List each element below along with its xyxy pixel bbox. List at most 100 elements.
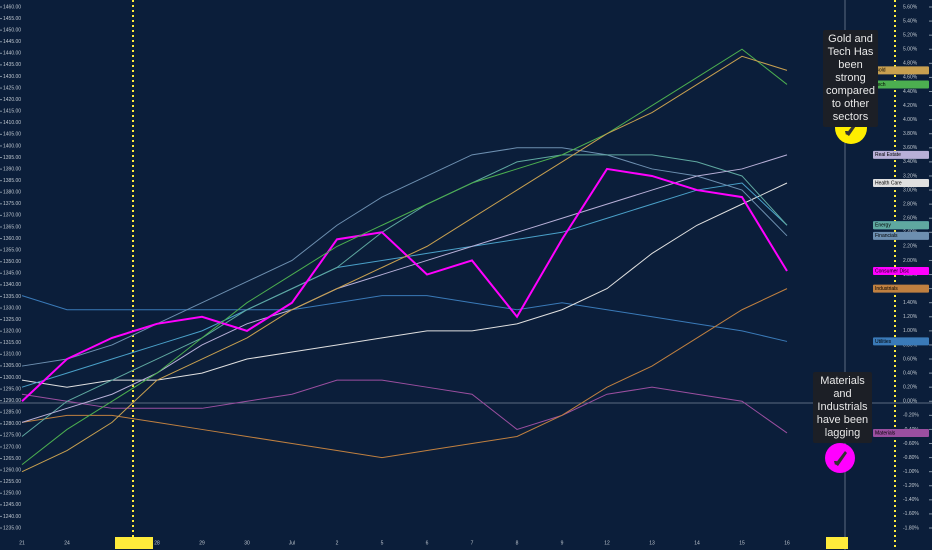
y2-tick-label: 5.60% xyxy=(903,4,918,10)
x-tick-label: 28 xyxy=(154,540,160,546)
legend-label: Real Estate xyxy=(875,152,901,158)
y2-tick-label: -1.20% xyxy=(903,483,919,489)
y-tick-label: 1305.00 xyxy=(3,363,21,369)
y-tick-label: 1325.00 xyxy=(3,317,21,323)
y-tick-label: 1370.00 xyxy=(3,213,21,219)
x-tick-label: 7 xyxy=(471,540,474,546)
y-tick-label: 1380.00 xyxy=(3,190,21,196)
y2-tick-label: -1.40% xyxy=(903,497,919,503)
legend-tag xyxy=(873,284,929,293)
y-tick-label: 1310.00 xyxy=(3,352,21,358)
y-tick-label: 1425.00 xyxy=(3,85,21,91)
x-tick-label: 5 xyxy=(381,540,384,546)
y-tick-label: 1315.00 xyxy=(3,340,21,346)
legend-label: Industrials xyxy=(875,286,898,292)
y-tick-label: 1250.00 xyxy=(3,491,21,497)
legend-tag xyxy=(873,150,929,159)
y-tick-label: 1260.00 xyxy=(3,467,21,473)
y2-tick-label: 4.20% xyxy=(903,103,918,109)
y2-tick-label: 2.20% xyxy=(903,244,918,250)
y-tick-label: 1245.00 xyxy=(3,502,21,508)
y2-tick-label: 4.00% xyxy=(903,117,918,123)
y2-tick-label: 0.00% xyxy=(903,399,918,405)
y2-tick-label: -1.60% xyxy=(903,511,919,517)
y2-tick-label: -1.00% xyxy=(903,469,919,475)
y2-tick-label: 4.40% xyxy=(903,89,918,95)
y-tick-label: 1290.00 xyxy=(3,398,21,404)
legend-label: Financials xyxy=(875,233,898,239)
series-line xyxy=(21,182,788,388)
y2-tick-label: 3.40% xyxy=(903,159,918,165)
y2-tick-label: 3.60% xyxy=(903,145,918,151)
legend-label: Gold xyxy=(875,68,886,74)
y-tick-label: 1330.00 xyxy=(3,305,21,311)
y-tick-label: 1265.00 xyxy=(3,456,21,462)
x-tick-label: 29 xyxy=(199,540,205,546)
y2-tick-label: 4.80% xyxy=(903,61,918,67)
y2-tick-label: 3.00% xyxy=(903,187,918,193)
y2-tick-label: 5.40% xyxy=(903,18,918,24)
y2-tick-label: 2.60% xyxy=(903,216,918,222)
y2-tick-label: 0.20% xyxy=(903,385,918,391)
y-tick-label: 1405.00 xyxy=(3,132,21,138)
y2-tick-label: 2.80% xyxy=(903,201,918,207)
x-tick-label: 16 xyxy=(784,540,790,546)
date-highlight xyxy=(826,537,848,549)
series-line xyxy=(21,295,788,342)
x-tick-label: 15 xyxy=(739,540,745,546)
y-tick-label: 1335.00 xyxy=(3,294,21,300)
y2-tick-label: -0.80% xyxy=(903,455,919,461)
legend-label: Health Care xyxy=(875,180,902,186)
legend-label: Utilities xyxy=(875,339,892,345)
y-tick-label: 1255.00 xyxy=(3,479,21,485)
y-tick-label: 1365.00 xyxy=(3,224,21,230)
rocket-glyph xyxy=(834,451,847,466)
series-line xyxy=(21,288,788,459)
y-tick-label: 1350.00 xyxy=(3,259,21,265)
y-tick-label: 1430.00 xyxy=(3,74,21,80)
y-tick-label: 1285.00 xyxy=(3,410,21,416)
series-line xyxy=(21,147,788,367)
x-tick-label: 13 xyxy=(649,540,655,546)
y-tick-label: 1360.00 xyxy=(3,236,21,242)
legend-tag xyxy=(873,66,929,75)
annotation: Materials and Industrials have been lagg… xyxy=(813,372,872,443)
y-tick-label: 1410.00 xyxy=(3,120,21,126)
y-tick-label: 1235.00 xyxy=(3,525,21,531)
y-tick-label: 1385.00 xyxy=(3,178,21,184)
y2-tick-label: -1.80% xyxy=(903,525,919,531)
legend-label: Tech xyxy=(875,82,886,88)
y-tick-label: 1455.00 xyxy=(3,16,21,22)
y2-tick-label: 3.20% xyxy=(903,173,918,179)
legend-label: Materials xyxy=(875,430,896,436)
y-tick-label: 1320.00 xyxy=(3,329,21,335)
legend-tag xyxy=(873,221,929,230)
y2-tick-label: 1.00% xyxy=(903,328,918,334)
legend-label: Energy xyxy=(875,223,891,229)
y-tick-label: 1460.00 xyxy=(3,4,21,10)
legend-tag xyxy=(873,428,929,437)
y-tick-label: 1445.00 xyxy=(3,39,21,45)
series-line xyxy=(21,154,788,437)
y-tick-label: 1345.00 xyxy=(3,271,21,277)
y2-tick-label: 5.20% xyxy=(903,32,918,38)
x-tick-label: 12 xyxy=(604,540,610,546)
legend-label: Consumer Disc xyxy=(875,268,910,274)
x-tick-label: 21 xyxy=(19,540,25,546)
y2-tick-label: -0.60% xyxy=(903,441,919,447)
x-tick-label: 14 xyxy=(694,540,700,546)
date-highlight xyxy=(115,537,153,549)
y-tick-label: 1415.00 xyxy=(3,109,21,115)
y-tick-label: 1375.00 xyxy=(3,201,21,207)
legend-tag xyxy=(873,80,929,89)
x-tick-label: 8 xyxy=(516,540,519,546)
y-tick-label: 1275.00 xyxy=(3,433,21,439)
y-tick-label: 1420.00 xyxy=(3,97,21,103)
y2-tick-label: 1.40% xyxy=(903,300,918,306)
y-tick-label: 1390.00 xyxy=(3,166,21,172)
x-tick-label: 30 xyxy=(244,540,250,546)
y-tick-label: 1295.00 xyxy=(3,386,21,392)
y2-tick-label: 3.80% xyxy=(903,131,918,137)
